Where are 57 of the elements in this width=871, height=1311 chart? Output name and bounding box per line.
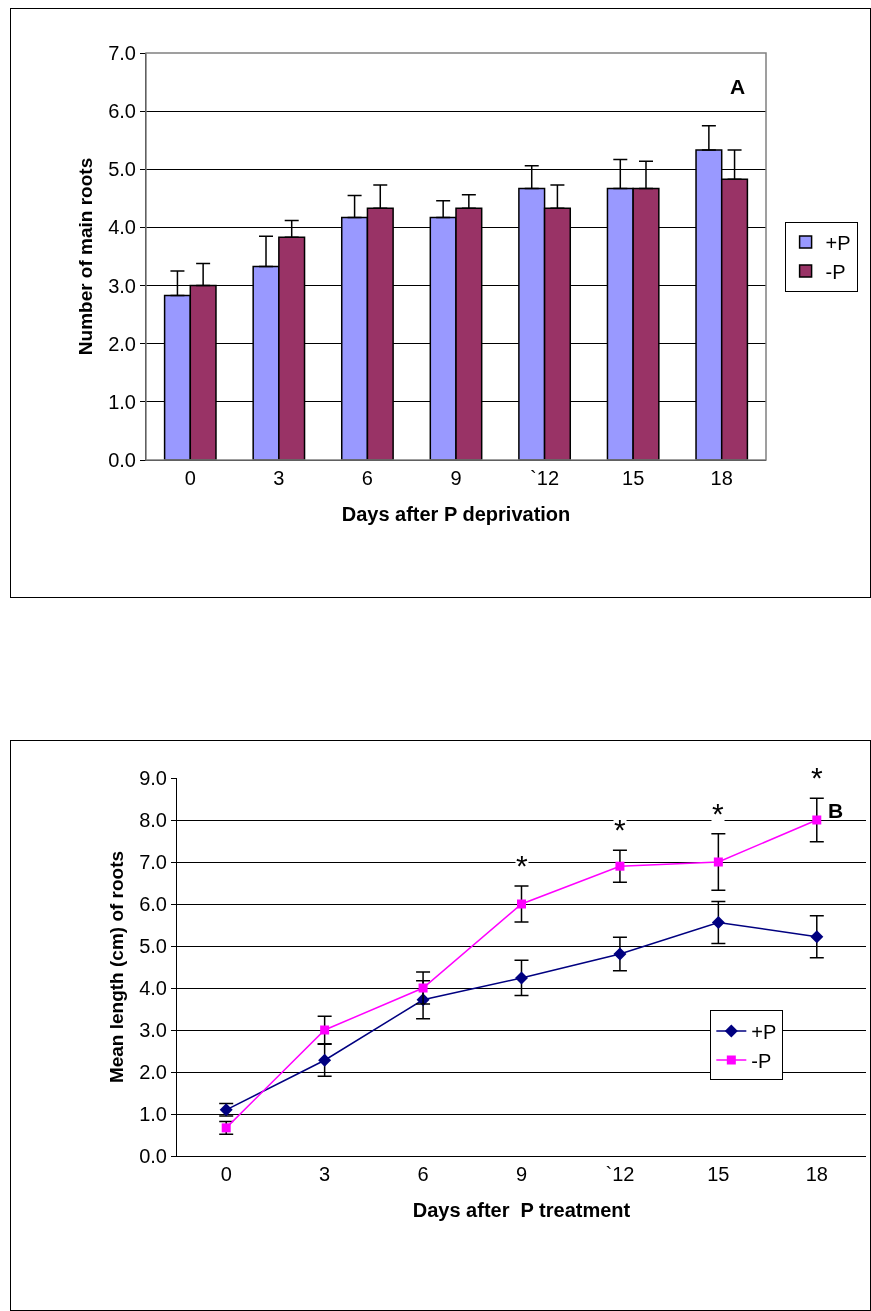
x-tick-label: 18 [805, 1163, 828, 1185]
x-axis-title: Days after P deprivation [341, 502, 571, 525]
y-tick-label: 5.0 [139, 935, 167, 957]
y-axis-title: Mean length (cm) of roots [106, 850, 128, 1084]
legend-label: -P [825, 260, 846, 283]
x-axis-title: Days after P treatment [412, 1198, 631, 1221]
x-tick-label: 15 [707, 1163, 730, 1185]
y-tick-label: 1.0 [108, 390, 136, 413]
x-tick-label: 3 [273, 467, 285, 489]
annotation: * [614, 813, 626, 846]
y-tick-label: 4.0 [139, 977, 167, 999]
y-tick-label: 9.0 [139, 767, 167, 789]
point [515, 971, 528, 985]
y-tick-label: 0.0 [108, 449, 136, 471]
y-tick-label: 3.0 [108, 274, 136, 297]
x-tick-label: 9 [450, 467, 462, 489]
text: A [730, 75, 746, 98]
y-tick-label: 5.0 [108, 158, 136, 181]
y-tick-label: 4.0 [108, 216, 136, 239]
y-tick-label: 6.0 [139, 893, 167, 915]
x-tick-label: `12 [605, 1163, 635, 1185]
point [318, 1053, 332, 1067]
y-tick-label: 2.0 [139, 1061, 167, 1083]
point [418, 983, 428, 993]
legend-label: +P [751, 1020, 777, 1043]
point [320, 1025, 330, 1035]
point [810, 930, 824, 944]
x-tick-label: 0 [220, 1163, 232, 1185]
x-tick-label: 6 [417, 1163, 429, 1185]
x-tick-label: 9 [515, 1163, 528, 1185]
point [812, 815, 822, 825]
y-axis-title: Number of main roots [75, 157, 97, 356]
point [713, 857, 723, 867]
y-tick-label: 3.0 [139, 1019, 167, 1041]
y-tick-label: 0.0 [139, 1145, 167, 1167]
x-tick-label: `12 [530, 467, 560, 489]
point [711, 915, 725, 929]
x-tick-label: 3 [319, 1163, 331, 1185]
point [517, 899, 526, 909]
point [613, 947, 627, 961]
legend-label: +P [825, 231, 851, 254]
text: B [828, 799, 844, 822]
y-tick-label: 2.0 [108, 332, 136, 355]
y-tick-label: 8.0 [139, 809, 167, 831]
y-tick-label: 7.0 [139, 851, 167, 873]
annotation: * [712, 797, 724, 830]
x-tick-label: 6 [361, 467, 373, 489]
y-tick-label: 1.0 [139, 1103, 167, 1125]
annotation: * [811, 761, 823, 794]
x-tick-label: 0 [184, 467, 196, 489]
x-tick-label: 15 [622, 467, 645, 489]
y-tick-label: 6.0 [108, 100, 136, 123]
y-tick-label: 7.0 [108, 42, 136, 64]
annotation: * [516, 849, 528, 882]
legend-label: -P [751, 1049, 772, 1072]
x-tick-label: 18 [710, 467, 733, 489]
point [615, 861, 625, 871]
